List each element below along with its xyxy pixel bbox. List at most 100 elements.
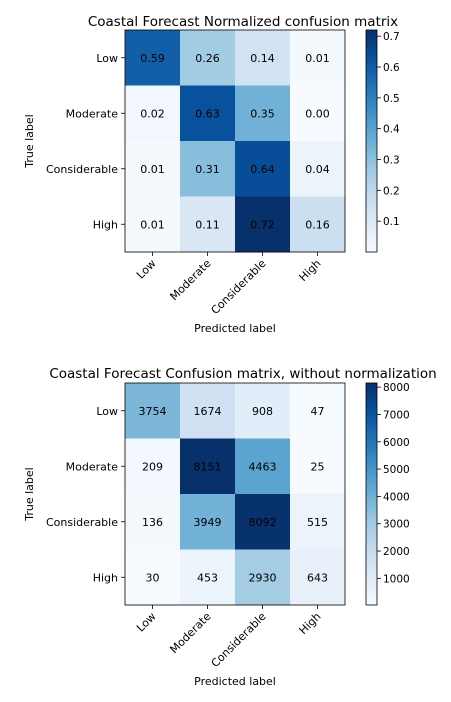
colorbar-tick-label: 8000	[383, 382, 410, 394]
colorbar	[365, 382, 378, 606]
y-axis-label: True label	[23, 467, 36, 521]
heatmap-cell	[290, 85, 346, 142]
cell-value-label: 453	[197, 571, 218, 584]
heatmap-cell	[180, 196, 236, 253]
heatmap-cell	[125, 196, 181, 253]
cell-value-label: 515	[307, 516, 328, 529]
heatmap-cell	[235, 141, 291, 197]
heatmap-cell	[290, 196, 346, 253]
x-tick-label: High	[297, 257, 324, 284]
y-tick-label: Considerable	[46, 163, 118, 176]
colorbar-tick-label: 0.1	[383, 216, 400, 228]
heatmap-cell	[180, 494, 236, 550]
heatmap-cell	[235, 494, 291, 550]
heatmap-cell	[235, 549, 291, 606]
chart-title: Coastal Forecast Normalized confusion ma…	[88, 14, 398, 30]
heatmap-cell	[125, 85, 181, 142]
heatmap-cell	[235, 30, 291, 86]
heatmap-cell	[235, 85, 291, 142]
chart-title: Coastal Forecast Confusion matrix, witho…	[49, 366, 436, 382]
y-tick-label: Moderate	[66, 460, 119, 473]
cell-value-label: 209	[142, 460, 163, 473]
x-tick-label: Moderate	[167, 610, 213, 656]
heatmap-cell	[125, 494, 181, 550]
x-tick-label: Low	[134, 257, 159, 282]
cell-value-label: 136	[142, 516, 163, 529]
colorbar-tick-label: 0.5	[383, 93, 400, 105]
colorbar-tick-label: 2000	[383, 546, 410, 558]
cell-value-label: 47	[311, 405, 325, 418]
cell-value-label: 4463	[249, 460, 277, 473]
cell-value-label: 0.01	[305, 52, 330, 65]
colorbar-tick-label: 1000	[383, 573, 410, 585]
y-axis-label: True label	[23, 114, 36, 168]
y-tick-label: Low	[96, 405, 118, 418]
colorbar-tick-label: 5000	[383, 464, 410, 476]
heatmap-cell	[235, 383, 291, 439]
cell-value-label: 3949	[194, 516, 222, 529]
heatmap-cell	[290, 141, 346, 197]
x-tick-label: Considerable	[209, 610, 269, 670]
heatmap-cell	[125, 383, 181, 439]
cell-value-label: 30	[146, 571, 160, 584]
cell-value-label: 1674	[194, 405, 222, 418]
x-axis-label: Predicted label	[194, 675, 276, 688]
cell-value-label: 2930	[249, 571, 277, 584]
cell-value-label: 3754	[139, 405, 167, 418]
heatmap-cell	[290, 438, 346, 495]
cell-value-label: 908	[252, 405, 273, 418]
colorbar-tick-label: 0.7	[383, 31, 400, 43]
cell-value-label: 0.01	[140, 218, 165, 231]
colorbar-tick-label: 0.3	[383, 155, 400, 167]
heatmap-cell	[180, 141, 236, 197]
heatmap-cell	[125, 141, 181, 197]
x-tick-label: Considerable	[209, 257, 269, 317]
cell-value-label: 8092	[249, 516, 277, 529]
cell-value-label: 8151	[194, 460, 222, 473]
heatmap-cell	[290, 383, 346, 439]
heatmap-cell	[180, 549, 236, 606]
heatmap-cell	[235, 438, 291, 495]
colorbar-tick-label: 3000	[383, 519, 410, 531]
x-axis-label: Predicted label	[194, 322, 276, 335]
cell-value-label: 0.00	[305, 107, 330, 120]
heatmap-cell	[180, 85, 236, 142]
cell-value-label: 643	[307, 571, 328, 584]
heatmap-cell	[235, 196, 291, 253]
cell-value-label: 0.63	[195, 107, 220, 120]
cell-value-label: 0.59	[140, 52, 165, 65]
cell-value-label: 0.35	[250, 107, 275, 120]
y-tick-label: Considerable	[46, 516, 118, 529]
y-tick-label: Moderate	[66, 107, 119, 120]
x-tick-label: Low	[134, 610, 159, 635]
plot-frame	[124, 29, 346, 253]
cell-value-label: 0.64	[250, 163, 275, 176]
colorbar-tick-label: 0.2	[383, 185, 400, 197]
cell-value-label: 0.11	[195, 218, 220, 231]
colorbar	[365, 29, 378, 253]
heatmap-cell	[290, 30, 346, 86]
heatmap-cell	[125, 549, 181, 606]
colorbar-tick-label: 6000	[383, 437, 410, 449]
heatmap-cell	[125, 438, 181, 495]
plot-frame	[124, 382, 346, 606]
heatmap-cell	[180, 30, 236, 86]
x-tick-label: Moderate	[167, 257, 213, 303]
y-tick-label: Low	[96, 52, 118, 65]
cell-value-label: 25	[311, 460, 325, 473]
heatmap-cell	[290, 549, 346, 606]
cell-value-label: 0.04	[305, 163, 330, 176]
heatmap-cell	[180, 438, 236, 495]
colorbar-tick-label: 7000	[383, 409, 410, 421]
cell-value-label: 0.16	[305, 218, 330, 231]
cell-value-label: 0.72	[250, 218, 275, 231]
heatmap-cell	[180, 383, 236, 439]
heatmap-cell	[290, 494, 346, 550]
y-tick-label: High	[93, 571, 118, 584]
x-tick-label: High	[297, 610, 324, 637]
cell-value-label: 0.26	[195, 52, 220, 65]
colorbar-tick-label: 0.4	[383, 124, 400, 136]
cell-value-label: 0.31	[195, 163, 220, 176]
colorbar-tick-label: 0.6	[383, 62, 400, 74]
cell-value-label: 0.14	[250, 52, 275, 65]
